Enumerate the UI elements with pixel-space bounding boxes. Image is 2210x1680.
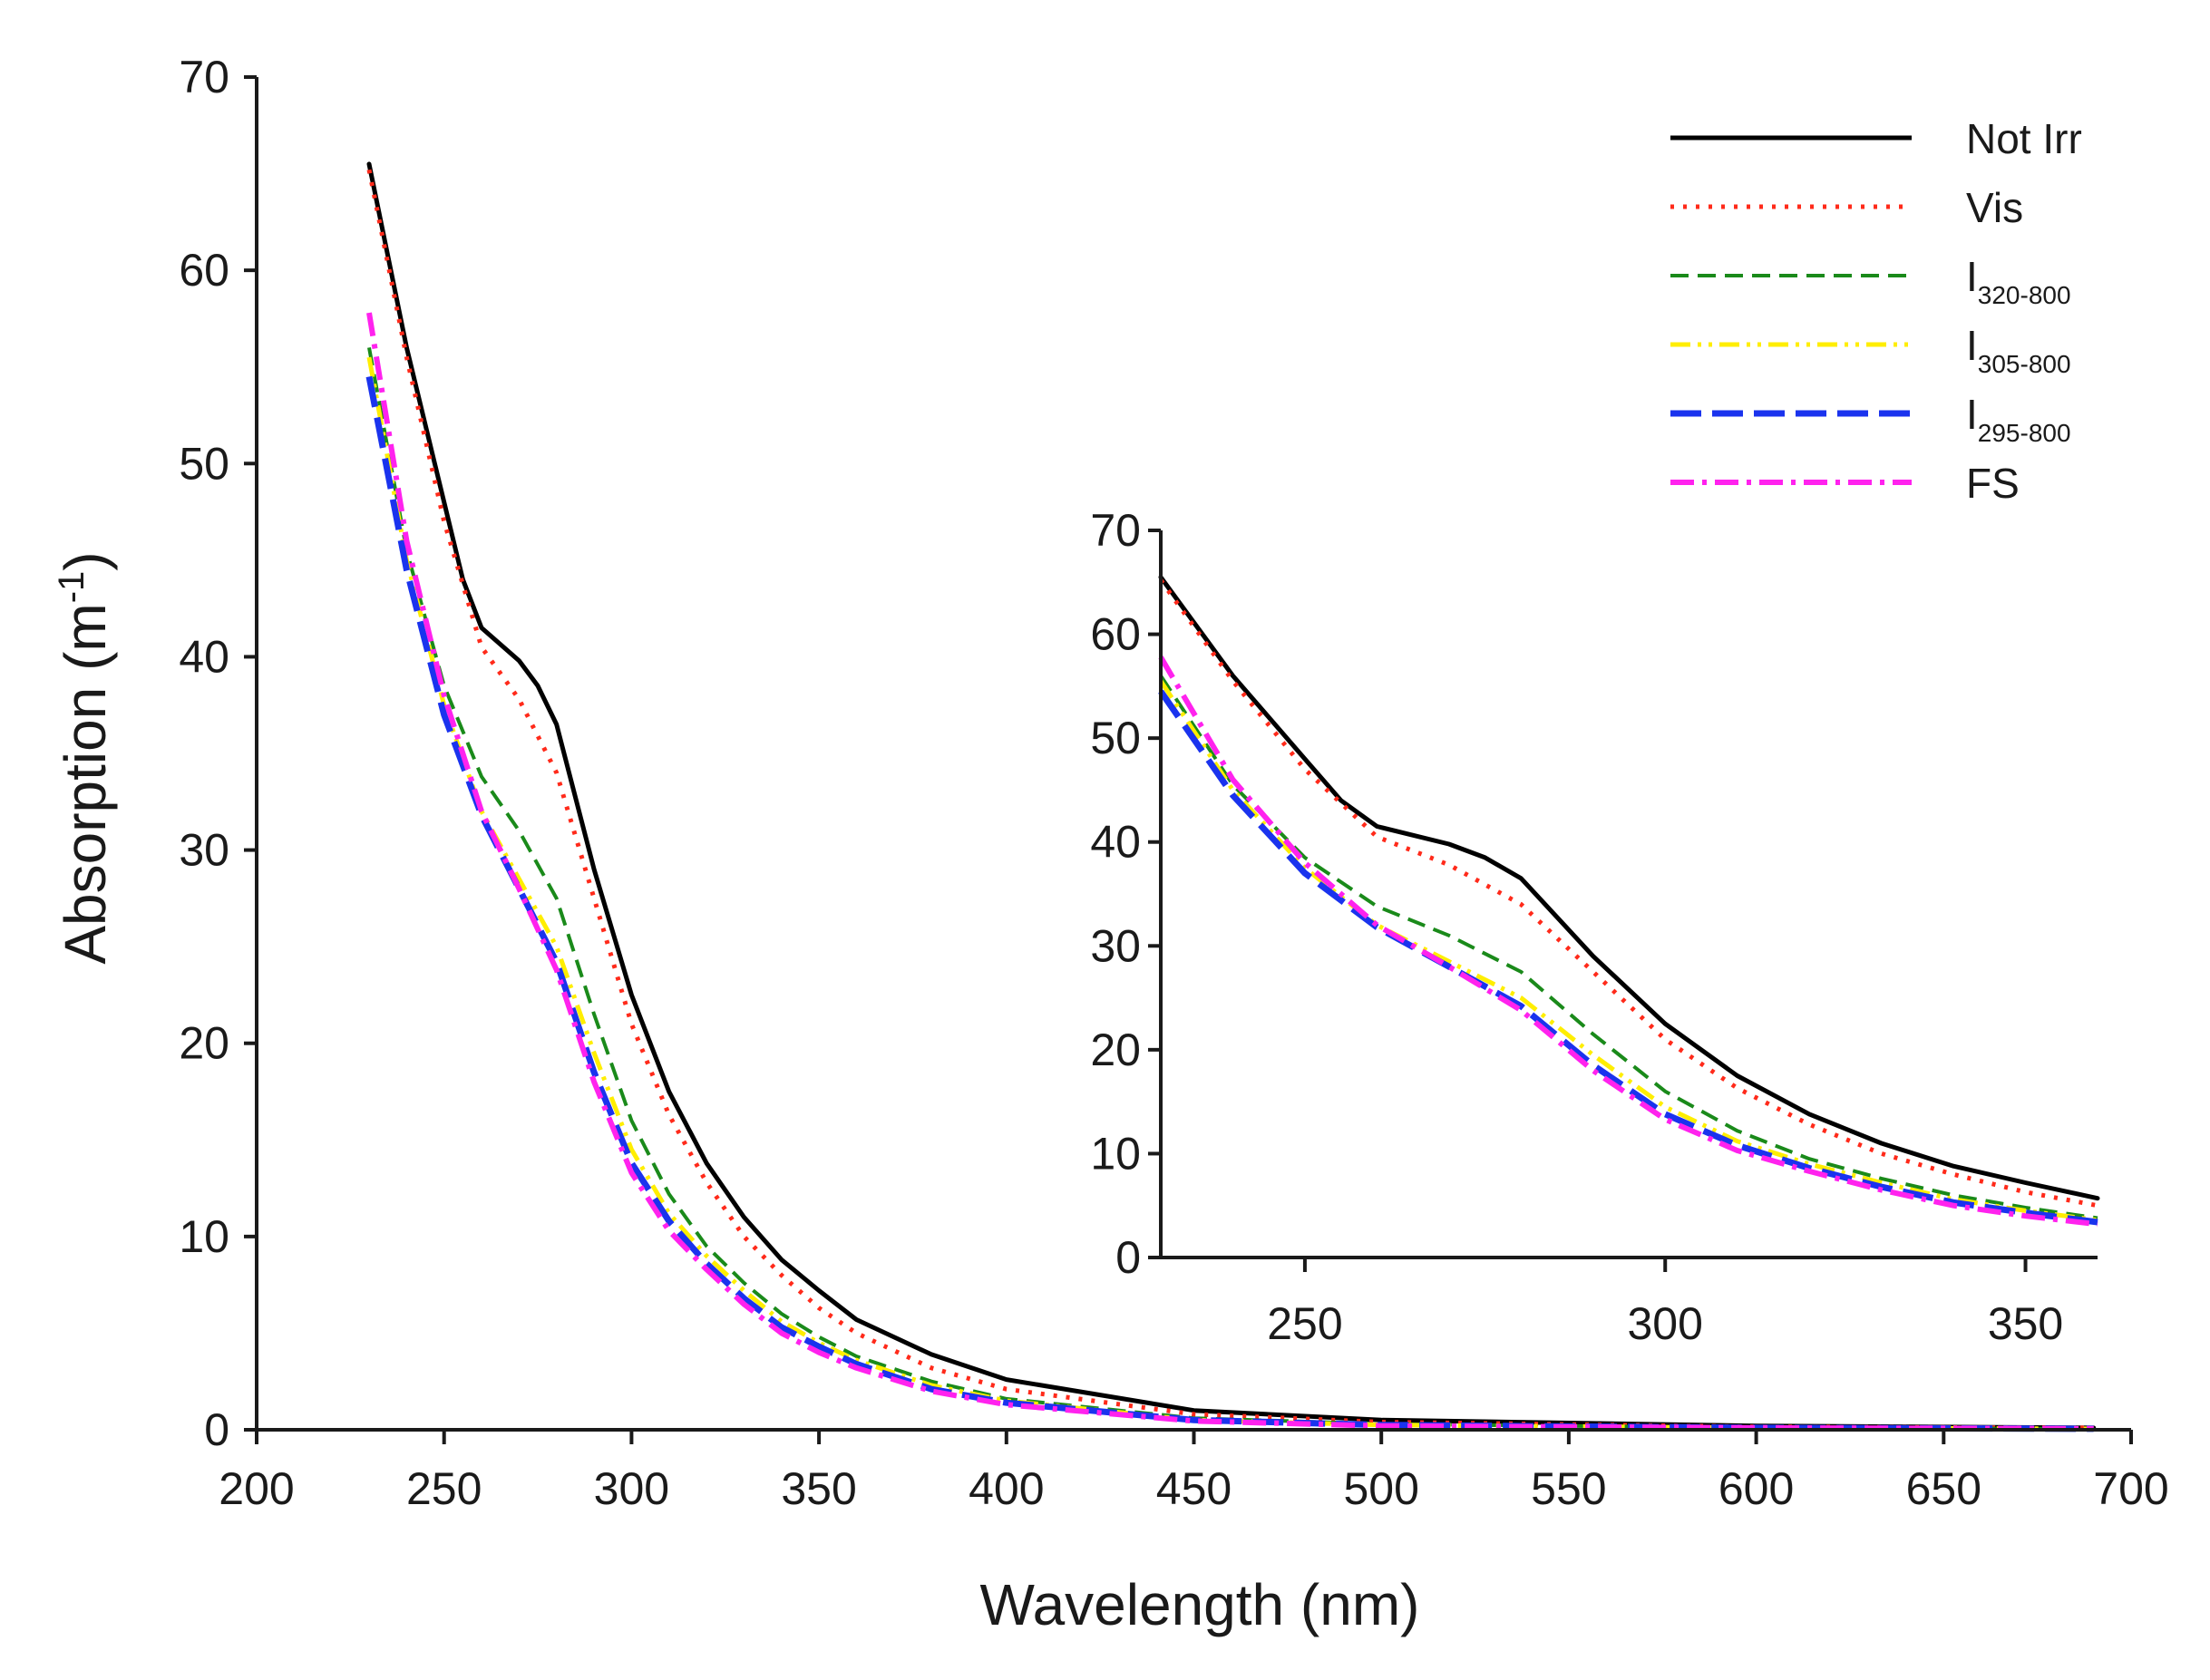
main-x-tick-label: 700 (2093, 1463, 2168, 1514)
main-y-tick-label: 30 (179, 825, 229, 876)
inset-series-line-1 (1158, 578, 2098, 1209)
inset-x-tick-label: 300 (1628, 1298, 1703, 1349)
legend-label-1: Vis (1966, 184, 2023, 231)
inset-x-ticks: 250 300 350 (1267, 1258, 2063, 1349)
legend-label-4: I295-800 (1966, 391, 2071, 447)
inset-series-lines (1158, 575, 2100, 1228)
main-y-tick-label: 50 (179, 438, 229, 489)
inset-plot: 0 10 20 30 40 50 60 70 250 300 350 (1038, 505, 2122, 1349)
inset-x-tick-label: 350 (1988, 1298, 2063, 1349)
main-y-tick-label: 70 (179, 52, 229, 102)
main-series-line-2 (367, 347, 2094, 1431)
legend-label-0: Not Irr (1966, 115, 2082, 162)
main-x-tick-label: 200 (219, 1463, 294, 1514)
inset-y-tick-label: 70 (1090, 505, 1141, 556)
legend: Not Irr Vis I320-800 I305-800 I295-800 FS (1670, 115, 2082, 507)
inset-y-tick-label: 60 (1090, 609, 1141, 660)
inset-y-tick-label: 50 (1090, 713, 1141, 763)
main-x-ticks: 200 250 300 350 400 450 500 550 600 650 700 (219, 1430, 2169, 1514)
inset-series-line-2 (1159, 675, 2098, 1220)
main-x-tick-label: 450 (1156, 1463, 1232, 1514)
main-x-tick-label: 350 (781, 1463, 856, 1514)
x-axis-title: Wavelength (nm) (980, 1572, 1420, 1637)
inset-y-tick-label: 40 (1090, 817, 1141, 868)
main-x-tick-label: 550 (1531, 1463, 1606, 1514)
inset-x-tick-label: 250 (1267, 1298, 1342, 1349)
inset-series-line-3 (1158, 679, 2098, 1223)
main-x-tick-label: 300 (594, 1463, 669, 1514)
inset-series-line-5 (1158, 655, 2098, 1228)
main-series-line-4 (365, 375, 2094, 1432)
legend-label-5: FS (1966, 460, 2020, 507)
main-y-tick-label: 10 (179, 1211, 229, 1262)
main-y-ticks: 0 10 20 30 40 50 60 70 (179, 52, 257, 1455)
legend-label-3: I305-800 (1966, 322, 2071, 378)
main-y-tick-label: 40 (179, 631, 229, 682)
inset-y-tick-label: 20 (1090, 1025, 1141, 1075)
main-x-tick-label: 600 (1718, 1463, 1794, 1514)
legend-label-2: I320-800 (1966, 253, 2071, 309)
inset-y-tick-label: 0 (1115, 1232, 1141, 1283)
main-series-line-0 (366, 161, 2097, 1431)
inset-y-tick-label: 30 (1090, 920, 1141, 971)
main-y-tick-label: 60 (179, 245, 229, 296)
main-x-tick-label: 650 (1906, 1463, 1981, 1514)
inset-series-line-0 (1158, 575, 2100, 1201)
y-axis-title: Absorption (m-1) (52, 551, 118, 964)
main-x-tick-label: 400 (969, 1463, 1044, 1514)
main-x-tick-label: 500 (1343, 1463, 1418, 1514)
main-y-tick-label: 20 (179, 1018, 229, 1069)
main-series-lines (365, 161, 2097, 1432)
main-x-tick-label: 250 (406, 1463, 482, 1514)
inset-background (1038, 508, 2122, 1296)
inset-y-ticks: 0 10 20 30 40 50 60 70 (1090, 505, 1161, 1283)
inset-y-tick-label: 10 (1090, 1128, 1141, 1179)
main-series-line-5 (366, 312, 2094, 1432)
main-y-tick-label: 0 (204, 1404, 229, 1455)
